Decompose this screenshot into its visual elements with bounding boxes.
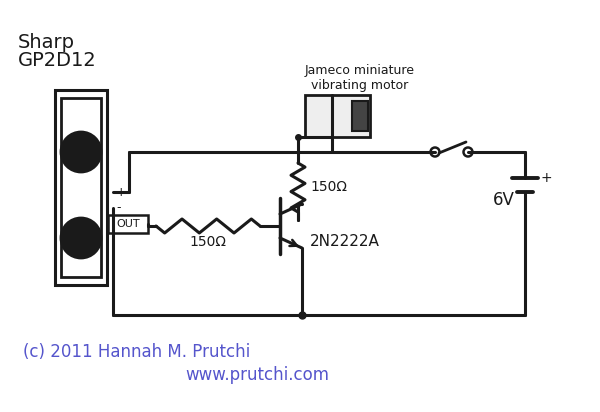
Bar <box>305 95 370 137</box>
Bar <box>108 215 148 233</box>
Text: Jameco miniature
vibrating motor: Jameco miniature vibrating motor <box>305 64 415 92</box>
Circle shape <box>61 218 101 258</box>
Text: Sharp: Sharp <box>18 33 75 52</box>
Bar <box>55 90 107 285</box>
Text: GP2D12: GP2D12 <box>18 51 97 70</box>
Text: +: + <box>540 171 551 185</box>
Text: 150Ω: 150Ω <box>190 235 227 249</box>
Text: 150Ω: 150Ω <box>310 180 347 194</box>
Text: (c) 2011 Hannah M. Prutchi: (c) 2011 Hannah M. Prutchi <box>23 343 250 361</box>
Text: OUT: OUT <box>116 219 140 229</box>
Text: +: + <box>116 185 127 199</box>
Bar <box>352 101 368 131</box>
Bar <box>61 98 101 277</box>
Circle shape <box>61 132 101 172</box>
Text: www.prutchi.com: www.prutchi.com <box>185 366 329 384</box>
Text: -: - <box>116 201 121 215</box>
Text: 2N2222A: 2N2222A <box>310 234 380 248</box>
Text: 6V: 6V <box>493 191 515 209</box>
